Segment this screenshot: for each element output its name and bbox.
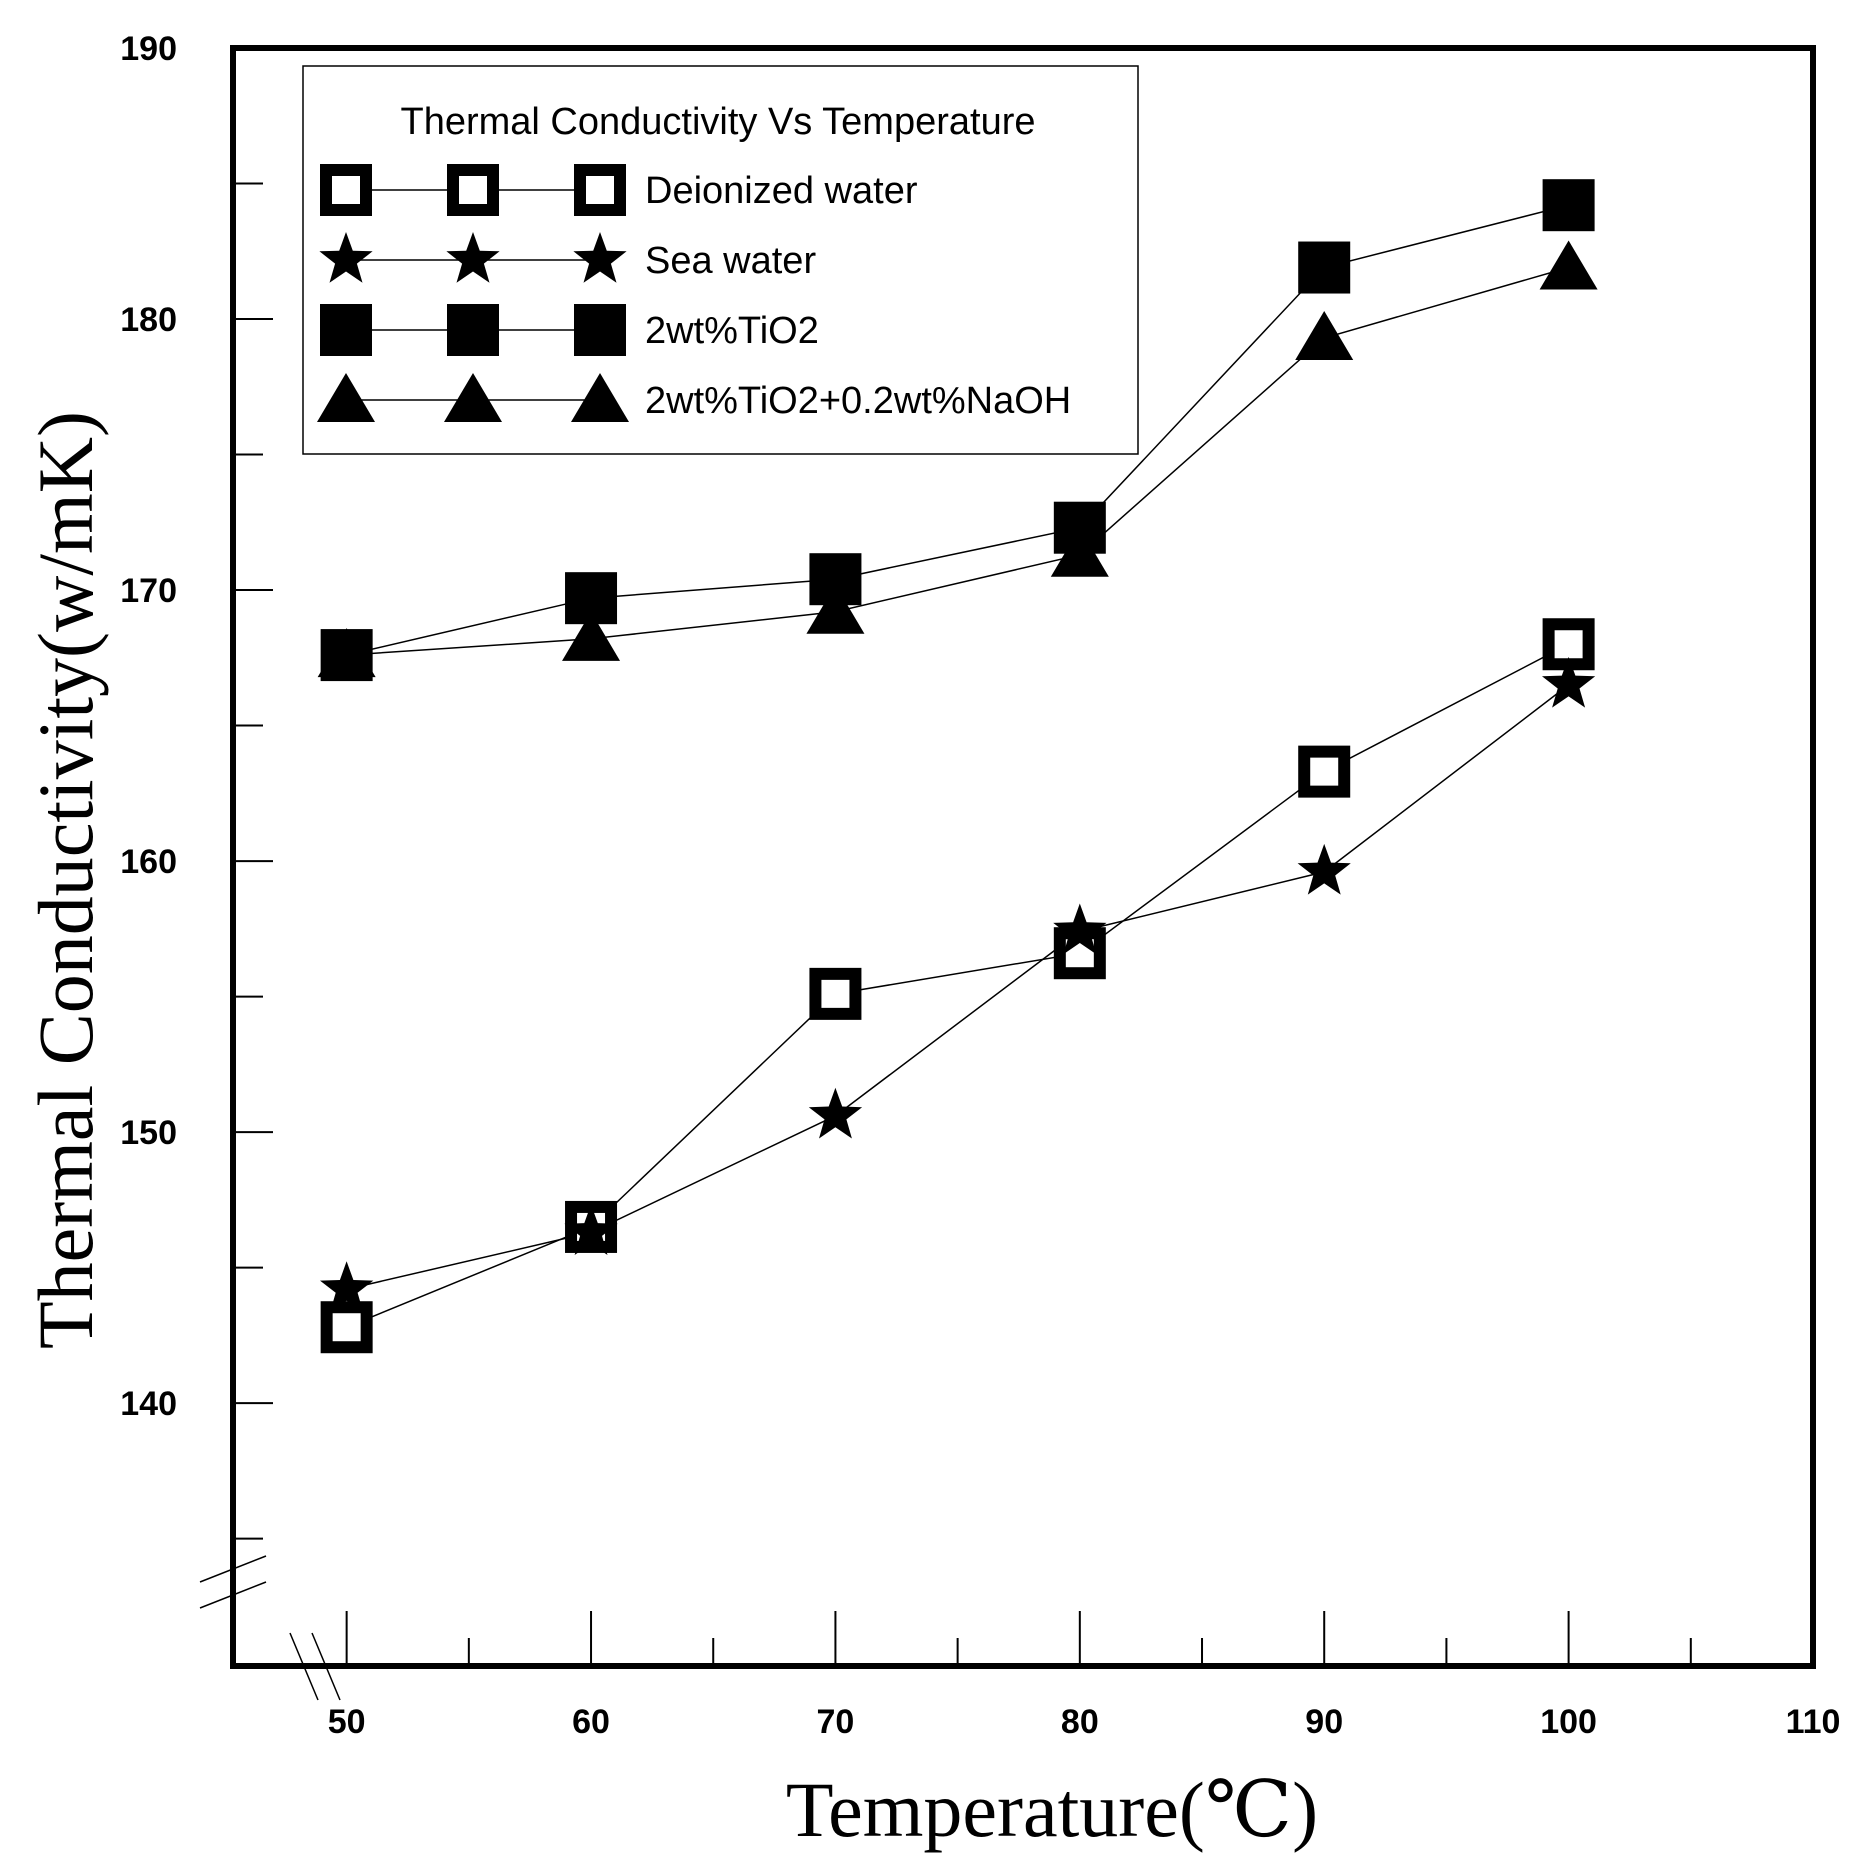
series-line-deionized-water — [346, 643, 1569, 1328]
legend-marker-deionized-water — [320, 164, 372, 216]
data-point-2wt-tio2-0-2wt-naoh — [1050, 527, 1109, 577]
data-point-sea-water — [1297, 843, 1351, 895]
y-tick-label: 180 — [120, 301, 177, 339]
plot-frame — [230, 45, 1816, 1669]
legend: Thermal Conductivity Vs Temperature Deio… — [302, 65, 1139, 455]
data-point-sea-water — [1053, 903, 1107, 955]
legend-label-sea-water: Sea water — [645, 240, 816, 282]
legend-label-2wt-tio2-0-2wt-naoh: 2wt%TiO2+0.2wt%NaOH — [645, 380, 1071, 422]
legend-marker-2wt-tio2-0-2wt-naoh — [444, 373, 502, 422]
series-line-2wt-tio2 — [346, 204, 1569, 656]
y-tick-label: 150 — [120, 1114, 177, 1152]
legend-marker-2wt-tio2 — [320, 304, 372, 356]
legend-marker-deionized-water — [447, 164, 499, 216]
legend-marker-sea-water — [446, 232, 500, 283]
data-point-2wt-tio2-0-2wt-naoh — [1539, 240, 1598, 290]
data-point-2wt-tio2-0-2wt-naoh — [562, 611, 621, 661]
x-axis-break-mark — [289, 1632, 319, 1701]
y-tick-label: 140 — [120, 1385, 177, 1423]
y-axis-break-mark — [199, 1555, 267, 1583]
y-tick-label: 160 — [120, 843, 177, 881]
series-line-sea-water — [346, 684, 1570, 1291]
y-axis-break-mark — [199, 1581, 267, 1609]
series-line-2wt-tio2-0-2wt-naoh — [346, 266, 1569, 656]
y-tick-label: 170 — [120, 572, 177, 610]
data-point-sea-water — [1542, 656, 1596, 708]
legend-marker-sea-water — [319, 232, 373, 283]
legend-marker-2wt-tio2-0-2wt-naoh — [317, 373, 375, 422]
x-tick-label: 110 — [1786, 1703, 1841, 1741]
legend-label-deionized-water: Deionized water — [645, 170, 918, 212]
legend-marker-2wt-tio2-0-2wt-naoh — [571, 373, 629, 422]
data-point-2wt-tio2-0-2wt-naoh — [806, 584, 865, 634]
legend-marker-sea-water — [573, 232, 627, 283]
x-axis-break-mark — [311, 1632, 341, 1701]
data-point-sea-water — [564, 1204, 618, 1255]
data-point-deionized-water — [1053, 927, 1106, 980]
legend-label-2wt-tio2: 2wt%TiO2 — [645, 310, 819, 352]
x-axis-title: Temperature(℃) — [786, 1766, 1318, 1853]
x-tick-label: 80 — [1061, 1703, 1099, 1741]
x-tick-label: 100 — [1540, 1703, 1597, 1741]
data-point-sea-water — [320, 1261, 374, 1312]
data-point-deionized-water — [320, 1301, 373, 1354]
x-tick-label: 70 — [817, 1703, 855, 1741]
data-point-2wt-tio2-0-2wt-naoh — [317, 628, 376, 678]
data-point-sea-water — [808, 1087, 863, 1139]
x-tick-label: 60 — [572, 1703, 610, 1741]
x-tick-label: 50 — [328, 1703, 366, 1741]
y-tick-label: 190 — [120, 30, 177, 68]
legend-marker-2wt-tio2 — [447, 304, 499, 356]
legend-title: Thermal Conductivity Vs Temperature — [401, 101, 1036, 143]
data-point-2wt-tio2-0-2wt-naoh — [1295, 310, 1354, 360]
data-point-deionized-water — [809, 967, 862, 1020]
data-point-2wt-tio2 — [1298, 241, 1351, 294]
series-lines — [346, 204, 1570, 1328]
axes: 140 150 160 170 180 190 50 60 70 80 90 100 110 — [120, 30, 1840, 1741]
data-point-deionized-water — [1298, 745, 1351, 798]
x-tick-label: 90 — [1305, 1703, 1343, 1741]
y-axis-title: Thermal Conductivity(w/mK) — [22, 411, 109, 1349]
legend-entries: Deionized water Sea water 2wt%TiO2 2wt%TiO2… — [317, 164, 1071, 422]
data-point-2wt-tio2 — [1542, 179, 1595, 232]
series-markers — [317, 179, 1598, 1354]
legend-marker-deionized-water — [574, 164, 626, 216]
legend-marker-2wt-tio2 — [574, 304, 626, 356]
